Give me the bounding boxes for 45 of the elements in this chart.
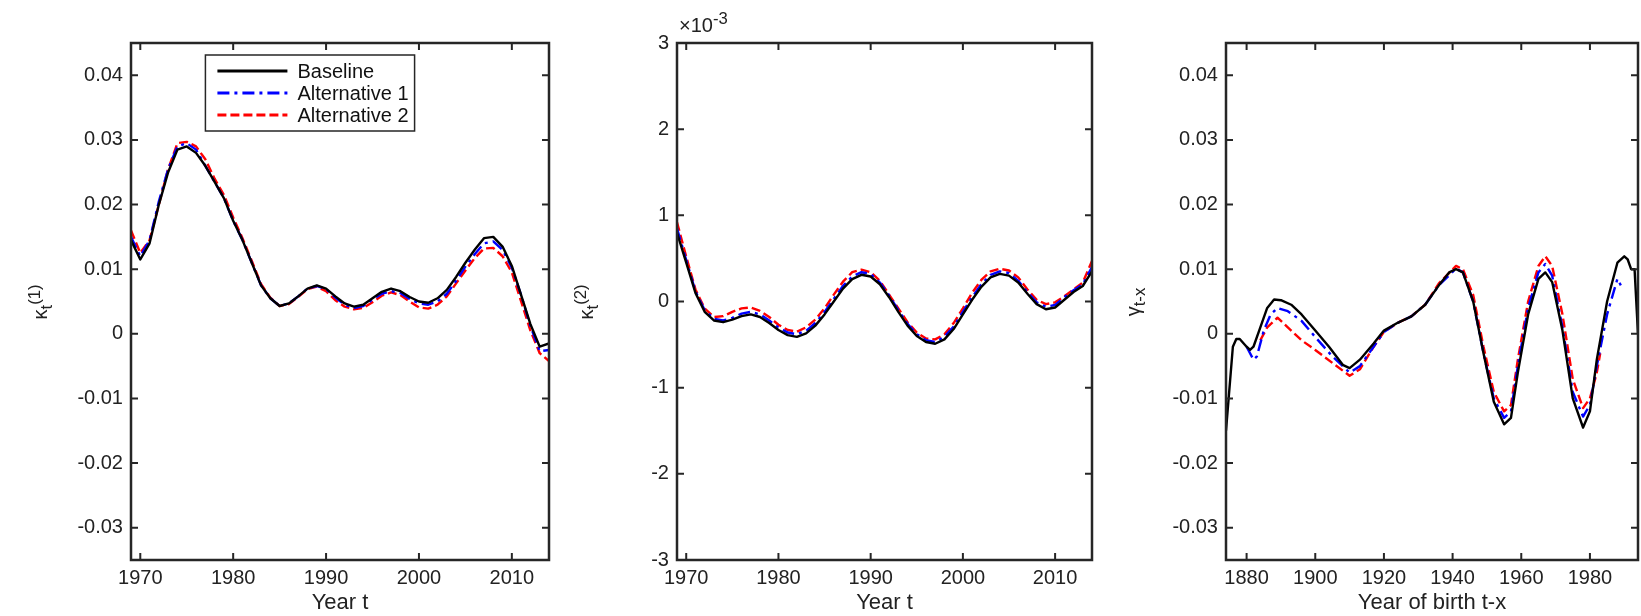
y-tick-label: 0.01 [1179, 256, 1218, 279]
legend-label: Baseline [297, 59, 375, 82]
text: ×10$^{-3}$ [679, 9, 728, 37]
x-axis-title: Year t [311, 588, 369, 614]
x-tick-label: 2010 [1032, 565, 1078, 588]
y-tick-label: 0 [657, 289, 669, 312]
y-tick-label: -2 [651, 461, 669, 484]
legend-label: Alternative 2 [297, 103, 409, 126]
y-tick-label: 1 [657, 202, 669, 225]
y-tick-label: -1 [651, 375, 669, 398]
x-tick-label: 1940 [1430, 565, 1475, 588]
y-tick-label: 2 [657, 116, 669, 139]
y-tick-label: 0 [111, 321, 123, 344]
legend-label: Alternative 1 [297, 81, 409, 104]
y-tick-label: 0.03 [1179, 127, 1218, 150]
x-tick-label: 1920 [1361, 565, 1407, 588]
x-tick-label: 1990 [303, 565, 349, 588]
x-tick-label: 1980 [210, 565, 256, 588]
y-tick-label: -0.03 [1172, 515, 1218, 538]
x-tick-label: 2000 [396, 565, 442, 588]
y-tick-label: 0.04 [1179, 62, 1218, 85]
x-tick-label: 1980 [756, 565, 801, 588]
x-tick-label: 2000 [940, 565, 986, 588]
x-tick-label: 1990 [848, 565, 893, 588]
y-tick-label: -0.03 [77, 515, 123, 538]
y-tick-label: -0.01 [77, 385, 123, 408]
line-series [1259, 255, 1602, 413]
y-tick-label: -0.02 [77, 450, 123, 473]
x-tick-label: 1880 [1224, 565, 1269, 588]
x-axis-title: Year t [856, 588, 913, 614]
y-tick-label: 0.04 [84, 62, 123, 85]
y-tick-label: -0.02 [1172, 450, 1218, 473]
x-tick-label: 1980 [1567, 565, 1613, 588]
y-tick-label: 0.01 [84, 256, 123, 279]
y-tick-label: 0.02 [1179, 192, 1218, 215]
y-tick-label: 0 [1206, 321, 1218, 344]
y-tick-label: 0.02 [84, 192, 123, 215]
y-tick-label: -0.01 [1172, 385, 1218, 408]
x-tick-label: 1900 [1293, 565, 1338, 588]
x-tick-label: 1970 [118, 565, 163, 588]
x-axis-title: Year of birth t-x [1357, 588, 1507, 614]
x-tick-label: 1960 [1499, 565, 1544, 588]
y-tick-label: 0.03 [84, 127, 123, 150]
y-tick-label: 3 [657, 30, 669, 53]
x-tick-label: 2010 [489, 565, 535, 588]
